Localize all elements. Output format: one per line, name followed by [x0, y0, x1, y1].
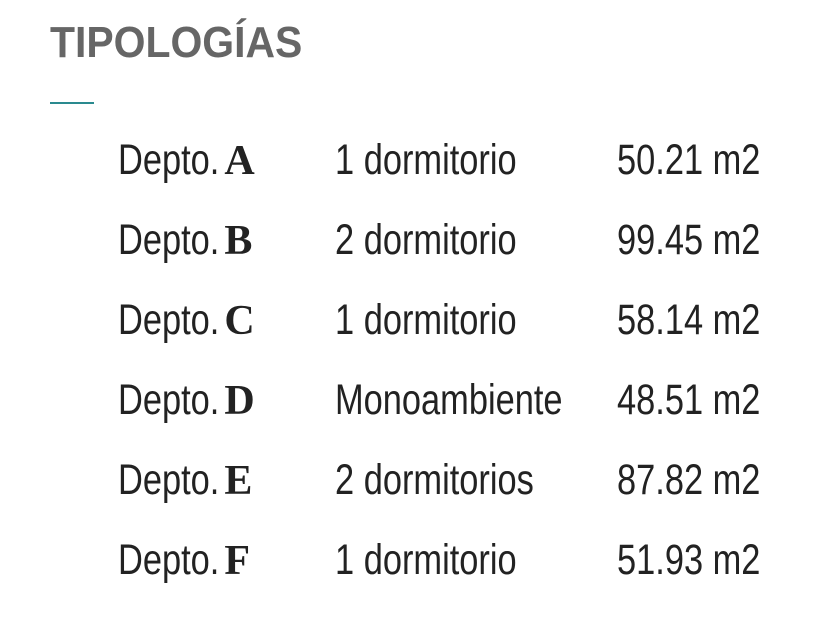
unit-name: Depto. A [118, 130, 255, 191]
unit-name: Depto. D [118, 370, 255, 431]
unit-name: Depto. E [118, 450, 252, 511]
unit-name: Depto. F [118, 530, 250, 591]
unit-area: 51.93 m2 [617, 536, 761, 584]
unit-prefix: Depto. [118, 536, 220, 584]
unit-letter: E [224, 458, 253, 504]
unit-prefix: Depto. [118, 456, 220, 504]
unit-row: Depto. A 1 dormitorio 50.21 m2 [0, 130, 840, 190]
unit-name: Depto. B [118, 210, 252, 271]
unit-prefix: Depto. [118, 216, 220, 264]
unit-letter: B [224, 218, 253, 264]
unit-row: Depto. E 2 dormitorios 87.82 m2 [0, 450, 840, 510]
unit-prefix: Depto. [118, 136, 220, 184]
unit-area: 48.51 m2 [617, 376, 761, 424]
unit-row: Depto. C 1 dormitorio 58.14 m2 [0, 290, 840, 350]
unit-letter: C [224, 298, 255, 344]
unit-name: Depto. C [118, 290, 255, 351]
accent-divider [50, 102, 94, 104]
unit-type: 2 dormitorios [335, 456, 534, 504]
unit-prefix: Depto. [118, 296, 220, 344]
unit-type: 1 dormitorio [335, 536, 517, 584]
unit-area: 58.14 m2 [617, 296, 761, 344]
unit-type: Monoambiente [335, 376, 563, 424]
unit-row: Depto. D Monoambiente 48.51 m2 [0, 370, 840, 430]
unit-row: Depto. F 1 dormitorio 51.93 m2 [0, 530, 840, 590]
unit-row: Depto. B 2 dormitorio 99.45 m2 [0, 210, 840, 270]
unit-type: 1 dormitorio [335, 296, 517, 344]
page-title: TIPOLOGÍAS [50, 18, 303, 67]
unit-prefix: Depto. [118, 376, 220, 424]
unit-type: 1 dormitorio [335, 136, 517, 184]
unit-area: 99.45 m2 [617, 216, 761, 264]
unit-area: 50.21 m2 [617, 136, 761, 184]
unit-letter: F [224, 538, 250, 584]
unit-letter: D [224, 378, 255, 424]
unit-type: 2 dormitorio [335, 216, 517, 264]
unit-letter: A [224, 138, 255, 184]
unit-area: 87.82 m2 [617, 456, 761, 504]
